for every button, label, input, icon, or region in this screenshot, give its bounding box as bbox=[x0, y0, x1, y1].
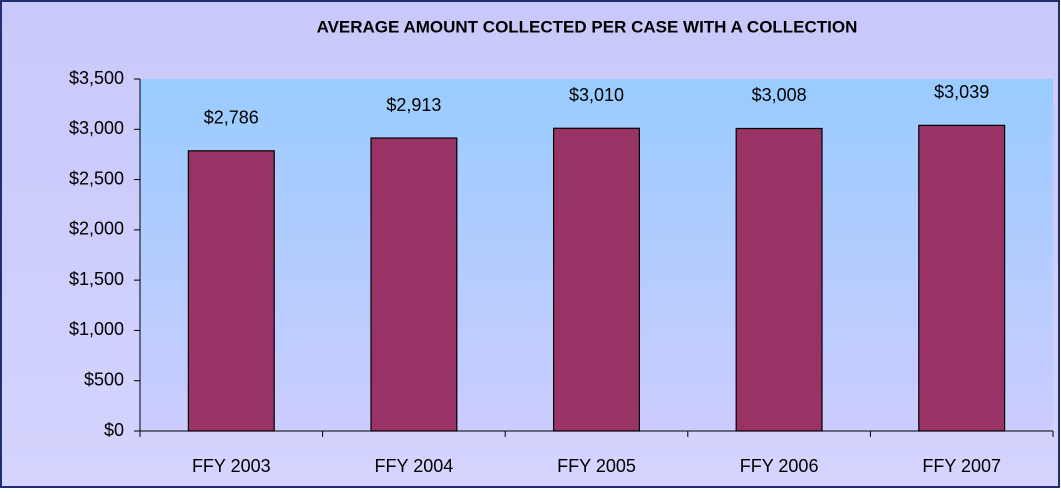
y-tick-label: $2,000 bbox=[69, 219, 124, 239]
y-tick-label: $1,000 bbox=[69, 319, 124, 339]
y-tick-label: $3,000 bbox=[69, 118, 124, 138]
y-tick-label: $0 bbox=[104, 420, 124, 440]
x-tick-label: FFY 2003 bbox=[192, 456, 271, 476]
data-label: $3,008 bbox=[752, 85, 807, 105]
data-label: $2,786 bbox=[204, 108, 259, 128]
bar bbox=[918, 124, 1006, 432]
bar bbox=[552, 127, 641, 432]
x-tick-label: FFY 2006 bbox=[740, 456, 819, 476]
x-tick-label: FFY 2005 bbox=[557, 456, 636, 476]
data-label: $2,913 bbox=[386, 95, 441, 115]
chart-title: AVERAGE AMOUNT COLLECTED PER CASE WITH A… bbox=[317, 17, 858, 36]
data-label: $3,039 bbox=[934, 82, 989, 102]
x-tick-label: FFY 2007 bbox=[922, 456, 1001, 476]
y-tick-label: $3,500 bbox=[69, 68, 124, 88]
data-label: $3,010 bbox=[569, 85, 624, 105]
bar bbox=[735, 127, 823, 432]
y-tick-label: $1,500 bbox=[69, 269, 124, 289]
y-tick-label: $2,500 bbox=[69, 168, 124, 188]
bar bbox=[370, 137, 458, 432]
y-tick-label: $500 bbox=[84, 369, 124, 389]
bar bbox=[187, 150, 275, 432]
x-tick-label: FFY 2004 bbox=[375, 456, 454, 476]
